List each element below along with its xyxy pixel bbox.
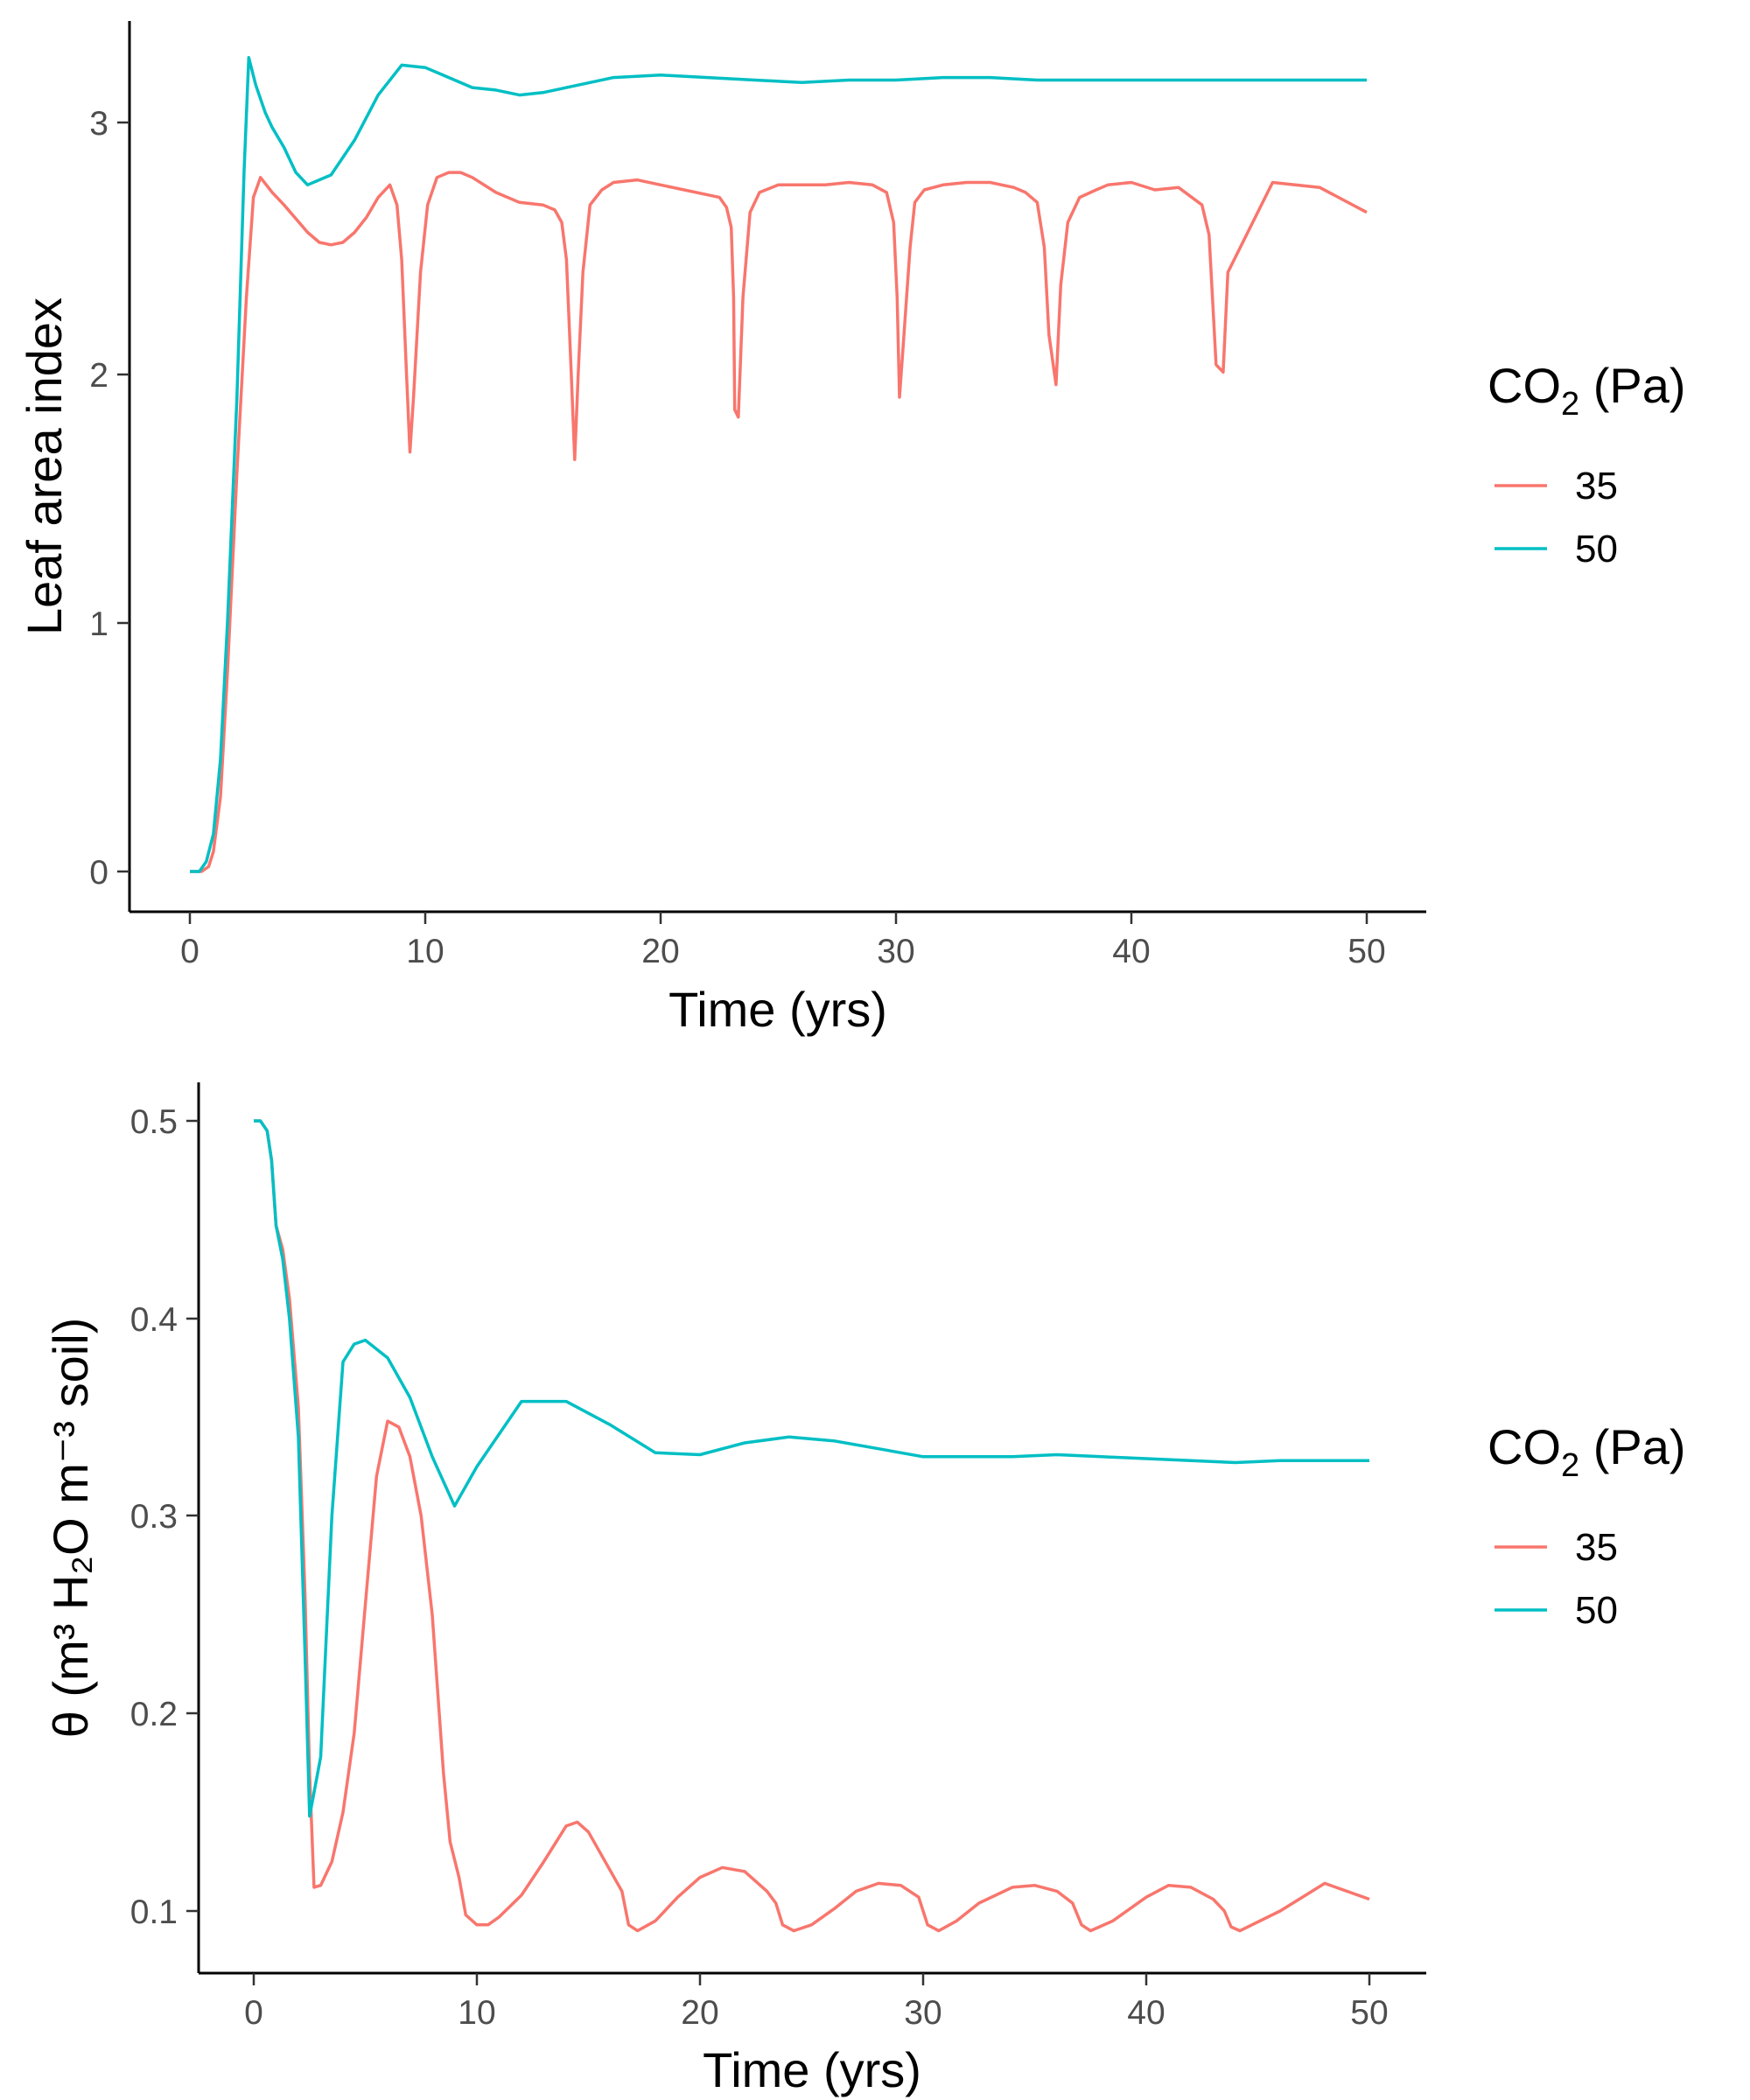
legend-label-35: 35 bbox=[1575, 1526, 1618, 1569]
legend-label-50: 50 bbox=[1575, 1589, 1618, 1632]
series-line-50 bbox=[190, 56, 1367, 873]
series-line-50 bbox=[254, 1119, 1369, 1818]
series-line-35 bbox=[190, 171, 1368, 873]
y-tick-label: 0.2 bbox=[130, 1696, 178, 1733]
series-line-35 bbox=[254, 1119, 1370, 1933]
x-axis: 0 10 20 30 40 50 Time (yrs) bbox=[199, 1971, 1426, 2097]
y-tick-label: 0.4 bbox=[130, 1301, 178, 1339]
x-tick-label: 0 bbox=[244, 1994, 263, 2032]
x-axis: 0 10 20 30 40 50 Time (yrs) bbox=[130, 910, 1426, 1037]
y-tick-label: 0.1 bbox=[130, 1894, 178, 1931]
y-tick-label: 3 bbox=[89, 105, 108, 143]
leaf-area-index-panel: 0 10 20 30 40 50 Time (yrs) 0 1 2 3 Leaf… bbox=[17, 21, 1686, 1037]
y-axis-title: θ (m³ H₂O m⁻³ soil) bbox=[43, 1318, 98, 1739]
plot-area bbox=[190, 56, 1368, 873]
legend: CO2 (Pa) 35 50 bbox=[1488, 358, 1686, 570]
x-tick-label: 40 bbox=[1127, 1994, 1165, 2032]
legend-title: CO2 (Pa) bbox=[1488, 1419, 1686, 1484]
x-axis-title: Time (yrs) bbox=[703, 2042, 921, 2097]
y-axis-title: Leaf area index bbox=[17, 298, 72, 635]
x-tick-label: 50 bbox=[1348, 933, 1385, 970]
y-tick-label: 0 bbox=[89, 854, 108, 892]
legend-title-text: CO bbox=[1488, 1419, 1561, 1474]
y-tick-label: 2 bbox=[89, 357, 108, 395]
legend-title-subscript: 2 bbox=[1561, 1447, 1579, 1484]
y-tick-label: 0.5 bbox=[130, 1103, 178, 1141]
legend-title-text: CO bbox=[1488, 358, 1561, 413]
x-tick-label: 10 bbox=[406, 933, 444, 970]
x-tick-label: 20 bbox=[641, 933, 679, 970]
y-axis: 0.1 0.2 0.3 0.4 0.5 θ (m³ H₂O m⁻³ soil) bbox=[43, 1082, 200, 1973]
legend-label-35: 35 bbox=[1575, 465, 1618, 508]
x-tick-label: 20 bbox=[681, 1994, 718, 2032]
soil-water-panel: 0 10 20 30 40 50 Time (yrs) 0.1 0.2 0.3 … bbox=[43, 1082, 1686, 2097]
x-tick-label: 30 bbox=[904, 1994, 942, 2032]
legend-title-suffix: (Pa) bbox=[1579, 358, 1685, 413]
y-axis: 0 1 2 3 Leaf area index bbox=[17, 21, 131, 912]
x-tick-label: 40 bbox=[1112, 933, 1150, 970]
legend-label-50: 50 bbox=[1575, 528, 1618, 570]
plot-area bbox=[254, 1119, 1370, 1933]
y-tick-label: 0.3 bbox=[130, 1498, 178, 1536]
legend-title-suffix: (Pa) bbox=[1579, 1419, 1685, 1474]
x-axis-title: Time (yrs) bbox=[668, 982, 887, 1037]
x-tick-label: 0 bbox=[180, 933, 200, 970]
x-tick-label: 10 bbox=[458, 1994, 495, 2032]
y-tick-label: 1 bbox=[89, 606, 108, 643]
x-tick-label: 50 bbox=[1350, 1994, 1388, 2032]
legend-title-subscript: 2 bbox=[1561, 386, 1579, 423]
x-tick-label: 30 bbox=[877, 933, 914, 970]
legend: CO2 (Pa) 35 50 bbox=[1488, 1419, 1686, 1632]
legend-title: CO2 (Pa) bbox=[1488, 358, 1686, 423]
